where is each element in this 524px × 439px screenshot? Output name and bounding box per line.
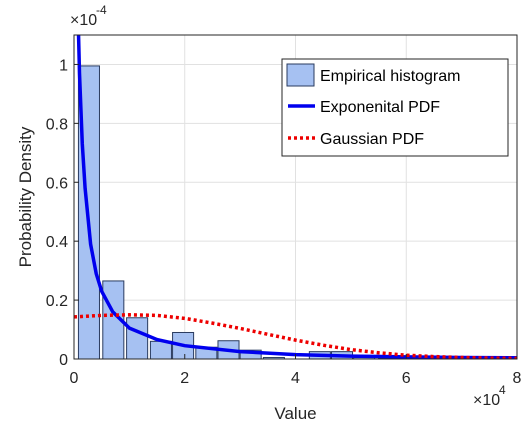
- x-tick-label: 0: [70, 370, 79, 387]
- legend-label-exponential: Exponenital PDF: [320, 99, 440, 116]
- svg-text:×10: ×10: [473, 392, 500, 409]
- x-tick-label: 6: [402, 370, 411, 387]
- legend: Empirical histogram Exponenital PDF Gaus…: [281, 58, 509, 157]
- legend-box: [281, 58, 509, 157]
- y-tick-label: 0.2: [46, 293, 68, 310]
- histogram-bar: [149, 340, 172, 360]
- axis-ticks: 0 2 4 6 8 0 0.2 0.4 0.6 0.8 1: [46, 57, 522, 387]
- y-tick-label: 0.6: [46, 175, 68, 192]
- svg-text:-4: -4: [96, 3, 107, 17]
- x-tick-label: 8: [513, 370, 522, 387]
- legend-label-histogram: Empirical histogram: [320, 68, 460, 85]
- gaussian-pdf-line: [74, 313, 517, 359]
- y-axis-multiplier: ×10 -4: [70, 3, 107, 29]
- exponential-pdf-line: [76, 35, 517, 359]
- legend-histogram-swatch: [286, 63, 315, 87]
- y-tick-label: 0: [59, 352, 68, 369]
- x-axis-multiplier: ×10 4: [473, 383, 506, 409]
- x-axis-title: Value: [274, 404, 316, 423]
- legend-label-gaussian: Gaussian PDF: [320, 131, 424, 148]
- y-tick-label: 1: [59, 57, 68, 74]
- svg-text:×10: ×10: [70, 12, 97, 29]
- x-tick-label: 2: [180, 370, 189, 387]
- histogram-bar: [126, 317, 149, 360]
- y-tick-label: 0.4: [46, 234, 68, 251]
- y-axis-title: Probability Density: [16, 126, 35, 267]
- pdf-lines: [74, 35, 517, 359]
- y-tick-label: 0.8: [46, 116, 68, 133]
- svg-text:4: 4: [499, 383, 506, 397]
- x-tick-label: 4: [291, 370, 300, 387]
